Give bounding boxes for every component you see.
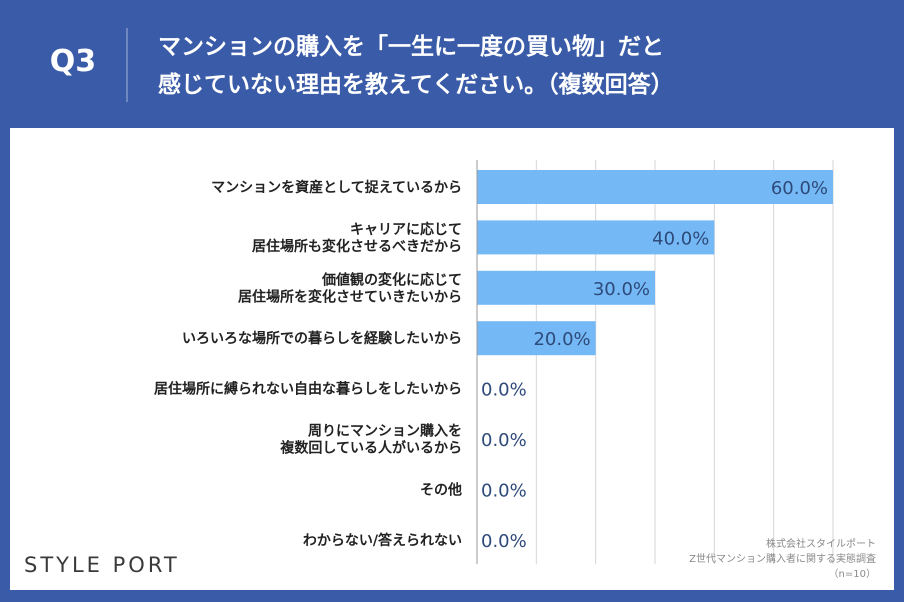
category-label-1-line-2: 居住場所も変化させるべきだから: [252, 238, 462, 255]
value-label-4: 0.0%: [481, 380, 527, 401]
source-survey: Z世代マンション購入者に関する実態調査: [689, 554, 876, 565]
value-label-5: 0.0%: [481, 430, 527, 451]
category-label-4: 居住場所に縛られない自由な暮らしをしたいから: [154, 381, 462, 398]
category-label-0: マンションを資産として捉えているから: [211, 179, 462, 196]
bar-chart: 60.0%マンションを資産として捉えているから40.0%キャリアに応じて居住場所…: [154, 160, 834, 564]
value-label-2: 30.0%: [593, 279, 650, 300]
question-title-line-2: 感じていない理由を教えてください。（複数回答）: [158, 72, 674, 98]
value-label-6: 0.0%: [481, 480, 527, 501]
category-label-7: わからない/答えられない: [303, 532, 462, 549]
category-label-5-line-2: 複数回している人がいるから: [279, 440, 462, 457]
chart-panel: 60.0% マンションを資産として捉えているから 40.0% キャリアに応じて 居住場所…: [10, 128, 894, 590]
category-label-2-line-1: 価値観の変化に応じて: [321, 271, 462, 288]
style-port-logo: STYLE PORT: [24, 553, 180, 577]
value-label-1: 40.0%: [652, 228, 709, 249]
value-label-0: 60.0%: [771, 178, 828, 199]
header-divider: [126, 28, 128, 102]
category-label-2-line-2: 居住場所を変化させていきたいから: [238, 288, 462, 305]
question-title-line-1: マンションの購入を「一生に一度の買い物」だと: [158, 34, 664, 60]
source-note: 株式会社スタイルポート Z世代マンション購入者に関する実態調査 （n=10）: [596, 537, 876, 582]
question-title: マンションの購入を「一生に一度の買い物」だと 感じていない理由を教えてください。…: [158, 28, 878, 104]
category-label-5-line-1: 周りにマンション購入を: [308, 423, 462, 440]
value-label-7: 0.0%: [481, 531, 527, 552]
category-label-6: その他: [420, 481, 462, 498]
bar-1: [477, 220, 715, 255]
source-sample-size: （n=10）: [828, 569, 876, 580]
header: Q3 マンションの購入を「一生に一度の買い物」だと 感じていない理由を教えてくだ…: [0, 0, 904, 128]
bar-3: [477, 321, 596, 356]
bar-0: [477, 170, 833, 204]
source-company: 株式会社スタイルポート: [766, 539, 876, 550]
question-number: Q3: [49, 44, 97, 79]
bar-2: [477, 270, 655, 305]
category-label-1-line-1: キャリアに応じて: [350, 221, 462, 238]
category-label-3: いろいろな場所での暮らしを経験したいから: [182, 330, 462, 347]
value-label-3: 20.0%: [533, 329, 590, 350]
